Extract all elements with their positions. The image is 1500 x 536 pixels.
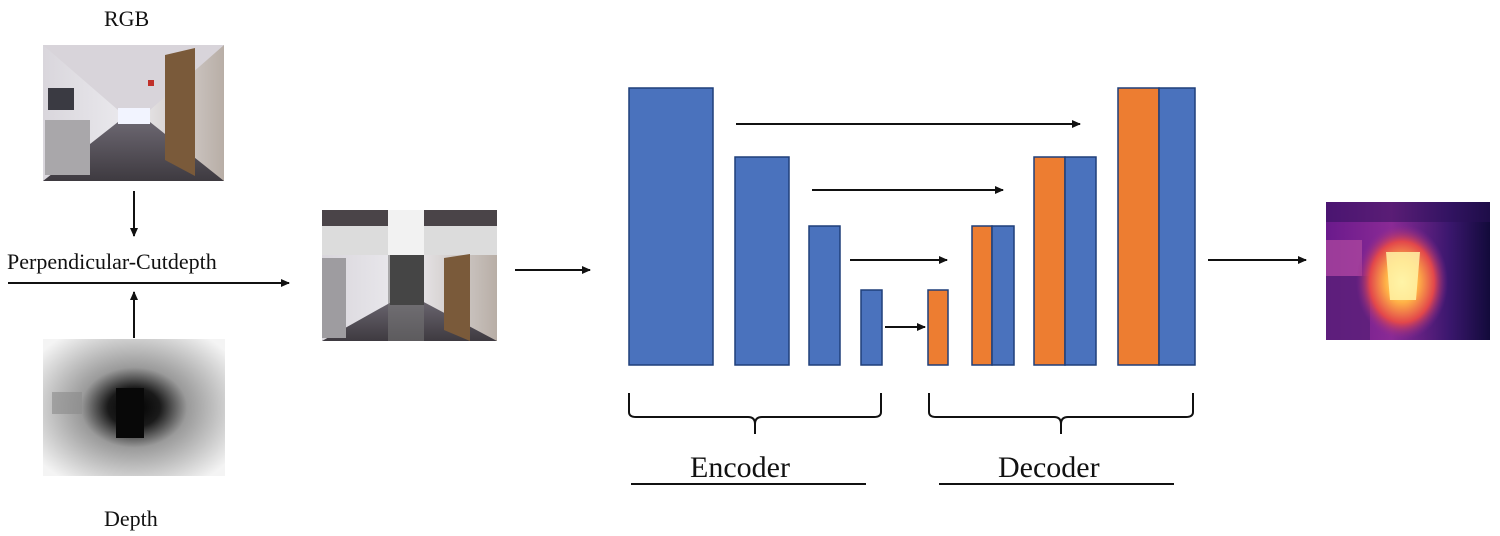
- output-heatmap: [1326, 202, 1490, 340]
- operation-label: Perpendicular-Cutdepth: [7, 249, 217, 274]
- encoder-block-4: [860, 289, 883, 366]
- depth-image: [43, 339, 225, 476]
- decoder-block-4-orange: [1117, 87, 1160, 366]
- encoder-blocks: [628, 87, 883, 366]
- encoder-brace: [628, 393, 882, 434]
- decoder-label: Decoder: [998, 451, 1100, 484]
- augmented-image: [322, 210, 497, 341]
- encoder-label: Encoder: [690, 451, 790, 484]
- decoder-block-2-orange: [971, 225, 993, 366]
- encoder-block-1: [628, 87, 714, 366]
- encoder-block-3: [808, 225, 841, 366]
- encoder-block-2: [734, 156, 790, 366]
- decoder-brace: [928, 393, 1194, 434]
- depth-label: Depth: [104, 506, 158, 531]
- decoder-block-3-blue: [1064, 156, 1097, 366]
- rgb-label: RGB: [104, 6, 150, 31]
- decoder-block-2-blue: [991, 225, 1015, 366]
- decoder-block-3-orange: [1033, 156, 1066, 366]
- decoder-block-1: [927, 289, 949, 366]
- decoder-block-4-blue: [1158, 87, 1196, 366]
- decoder-blocks: [927, 87, 1196, 366]
- rgb-image: [43, 45, 224, 181]
